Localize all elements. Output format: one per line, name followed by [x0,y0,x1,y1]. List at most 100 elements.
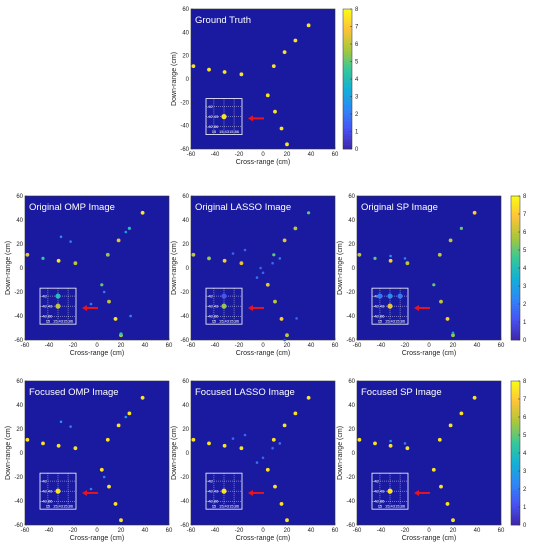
inset-data-point [387,488,393,494]
colorbar-segment [511,486,520,490]
x-axis-label: Cross-range (cm) [70,350,124,357]
colorbar-segment [511,256,520,260]
colorbar-segment [511,444,520,447]
data-point [265,93,270,98]
inset-y-tick-label: -42.43 [373,303,385,308]
inset-data-point [397,293,403,299]
x-tick-label: 0 [427,528,431,534]
data-point [405,446,410,451]
colorbar-segment [511,428,520,431]
colorbar-segment [511,396,520,400]
colorbar-segment [343,79,352,82]
colorbar-segment [511,387,520,391]
data-point [437,252,442,257]
x-axis-label: Cross-range (cm) [402,350,456,357]
y-tick-label: 20 [182,427,189,433]
colorbar-segment [511,324,520,327]
x-tick-label: 20 [450,343,457,349]
plot-area [191,9,335,149]
data-point [222,258,227,263]
colorbar-segment [343,133,352,137]
colorbar-segment [511,328,520,332]
colorbar-segment [511,453,520,456]
colorbar-segment [343,52,352,56]
colorbar-segment [511,437,520,440]
inset-y-tick-label: -42 [207,104,214,109]
inset-x-tick-label: 15 [378,319,383,324]
data-point [293,38,298,43]
x-axis-label: Cross-range (cm) [236,350,290,357]
colorbar-tick-label: 3 [355,95,359,101]
data-point [255,276,259,279]
data-point [306,395,311,400]
data-point [89,302,93,306]
colorbar-segment [511,245,520,249]
x-tick-label: 60 [498,343,505,349]
data-point [259,266,262,270]
inset-y-tick-label: -42.43 [373,488,385,493]
y-tick-label: -20 [180,100,189,106]
inset-x-tick-label: 15 [212,504,217,509]
y-tick-label: -60 [346,338,355,344]
data-point [107,484,111,489]
colorbar-segment [511,299,520,303]
data-point [445,502,450,506]
colorbar-segment [511,236,520,240]
data-point [140,395,145,400]
colorbar-segment [511,202,520,206]
colorbar-segment [511,439,520,443]
y-tick-label: 40 [182,30,189,36]
y-tick-label: 20 [16,427,23,433]
data-point [243,248,247,252]
data-point [69,425,72,428]
colorbar-tick-label: 1 [355,130,359,136]
data-point [448,423,453,428]
plot-area [357,196,501,340]
inset-x-tick-label: 15.86 [395,319,406,324]
colorbar-tick-label: 6 [523,415,527,421]
colorbar-segment [343,74,352,78]
y-tick-label: 0 [186,77,190,83]
colorbar-segment [511,326,520,330]
colorbar-segment [511,295,520,298]
colorbar-segment [343,28,352,32]
data-point [273,484,277,489]
colorbar-segment [511,394,520,398]
y-tick-label: 40 [182,403,189,409]
colorbar-segment [511,225,520,228]
colorbar-segment [343,37,352,40]
colorbar-segment [511,301,520,305]
red-arrow-head [414,304,419,311]
y-axis-label: Down-range (cm) [171,241,178,295]
red-arrow-head [248,489,253,496]
colorbar-tick-label: 5 [523,433,527,439]
y-tick-label: -40 [346,499,355,505]
colorbar-segment [511,286,520,289]
colorbar-segment [511,252,520,255]
colorbar-segment [511,200,520,204]
inset-y-tick-label: -42.43 [207,303,219,308]
data-point [285,142,289,147]
colorbar-segment [343,65,352,69]
panel-title: Ground Truth [195,15,251,26]
colorbar-segment [511,489,520,492]
y-tick-label: -40 [180,124,189,130]
colorbar-segment [343,19,352,23]
data-point [271,446,274,450]
y-tick-label: -40 [14,499,23,505]
colorbar-segment [343,59,352,62]
y-tick-label: 0 [20,451,24,457]
x-tick-label: -60 [187,152,196,158]
data-point [231,437,235,440]
inset-y-tick-label: -42.86 [207,314,219,319]
y-tick-label: 0 [20,266,24,272]
data-point [451,331,455,335]
x-tick-label: 20 [284,528,291,534]
colorbar-segment [511,446,520,449]
data-point [59,420,63,424]
panel-title: Original SP Image [361,202,438,213]
y-axis-label: Down-range (cm) [5,241,12,295]
colorbar-segment [511,403,520,407]
data-point [271,261,274,265]
data-point [207,67,211,72]
